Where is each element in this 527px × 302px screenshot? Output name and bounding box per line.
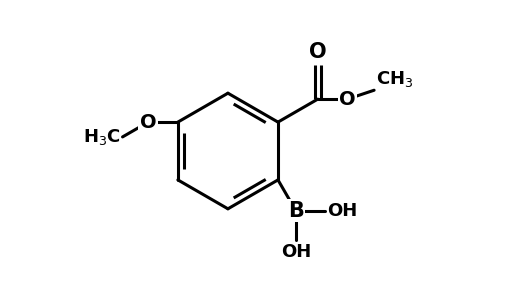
Text: O: O [309,42,327,62]
Text: OH: OH [281,243,311,261]
Text: H$_3$C: H$_3$C [83,127,121,147]
Text: OH: OH [327,202,357,220]
Text: CH$_3$: CH$_3$ [376,69,413,89]
Text: O: O [339,90,356,109]
Text: B: B [288,201,304,221]
Text: O: O [140,113,157,132]
